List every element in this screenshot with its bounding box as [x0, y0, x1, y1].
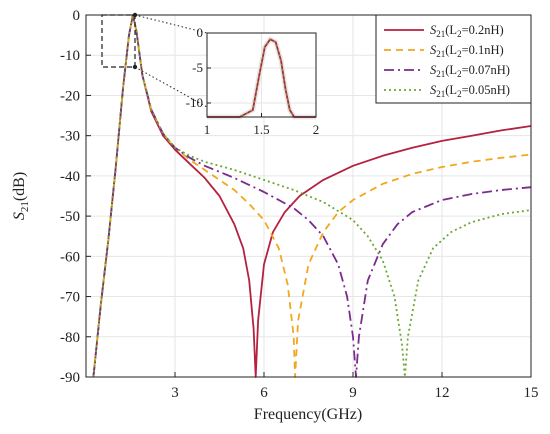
y-axis-label-rest: (dB) [11, 172, 28, 201]
zoom-region-box [101, 14, 136, 68]
inset-x-ticks: 1 1.5 2 [204, 113, 320, 137]
y-axis-label: S21(dB) [11, 172, 31, 220]
y-tick-label: -20 [60, 88, 80, 104]
y-tick-label: -30 [60, 129, 80, 145]
y-tick-label: -70 [60, 290, 80, 306]
y-tick-label: -60 [60, 249, 80, 265]
y-tick-label: -10 [60, 48, 80, 64]
inset-zoom-plot: 1 1.5 2 0-5-10 [186, 25, 320, 137]
legend-label-1: S21(L2=0.2nH) [430, 23, 504, 39]
inset-y-tick-label: -10 [186, 95, 203, 110]
legend-label-4: S21(L2=0.05nH) [430, 83, 510, 99]
y-axis-label-base: S [11, 212, 28, 220]
x-tick-label: 9 [349, 385, 357, 401]
x-tick-label: 6 [260, 385, 268, 401]
x-tick-label: 3 [171, 385, 179, 401]
x-tick-label: 15 [524, 385, 539, 401]
inset-x-tick-label: 2 [313, 122, 320, 137]
inset-curve-overlay [207, 38, 316, 118]
legend-label-3: S21(L2=0.07nH) [430, 63, 510, 79]
y-tick-label: 0 [73, 8, 81, 24]
inset-curve [207, 36, 316, 120]
y-axis-ticks: 0 -10 -20 -30 -40 -50 -60 -70 -80 -90 [60, 8, 91, 386]
inset-x-tick-label: 1.5 [253, 122, 269, 137]
series-line-3 [92, 14, 532, 378]
inset-y-tick-label: -5 [192, 60, 203, 75]
zoom-connector-top [134, 14, 208, 34]
zoom-marker-top [132, 12, 138, 18]
series-curves [92, 14, 532, 378]
inset-x-tick-label: 1 [204, 122, 211, 137]
y-tick-label: -90 [60, 370, 80, 386]
legend: S21(L2=0.2nH) S21(L2=0.1nH) S21(L2=0.07nH)… [375, 14, 532, 104]
inset-y-ticks: 0 -5 -10 [186, 25, 211, 110]
inset-y-tick-label: 0 [197, 25, 204, 40]
y-tick-label: -40 [60, 169, 80, 185]
x-axis-label: Frequency(GHz) [254, 406, 362, 423]
x-axis-ticks: 3 6 9 12 15 [171, 372, 539, 401]
y-tick-label: -80 [60, 330, 80, 346]
plot-frame [85, 14, 532, 378]
series-line-4 [92, 14, 532, 378]
zoom-connector-bottom [134, 66, 208, 108]
legend-label-2: S21(L2=0.1nH) [430, 43, 504, 59]
y-axis-label-sub: 21 [19, 201, 31, 212]
x-tick-label: 12 [435, 385, 450, 401]
zoom-marker-bottom [132, 64, 138, 70]
y-tick-label: -50 [60, 209, 80, 225]
